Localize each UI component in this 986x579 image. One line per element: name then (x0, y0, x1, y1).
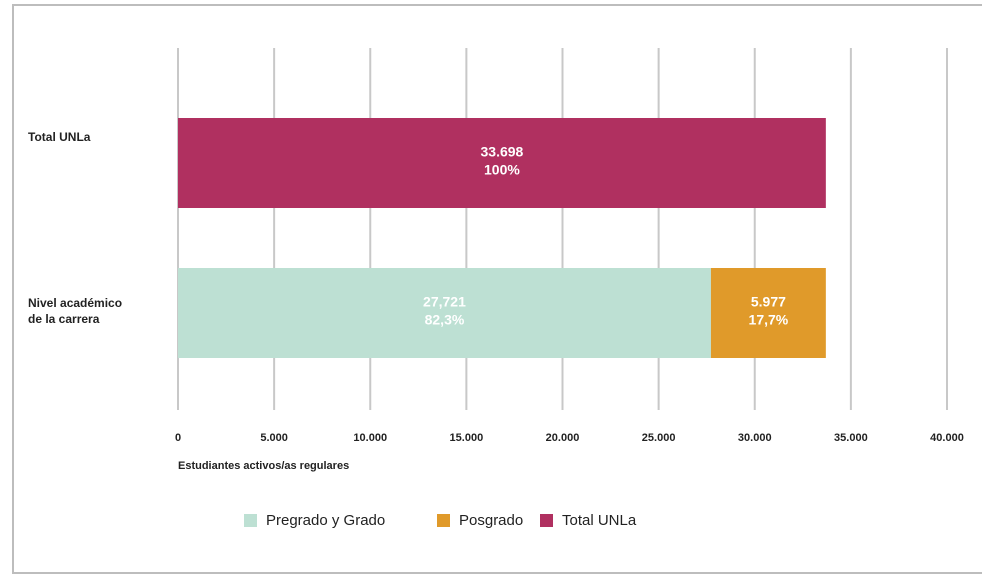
legend-label: Posgrado (459, 512, 523, 529)
x-tick-label: 35.000 (834, 432, 868, 444)
legend-swatch (437, 514, 450, 527)
legend-label: Total UNLa (562, 512, 637, 529)
x-tick-label: 40.000 (930, 432, 964, 444)
bar-segment (710, 268, 826, 358)
legend-swatch (540, 514, 553, 527)
x-tick-label: 20.000 (546, 432, 580, 444)
bar-segment (178, 268, 711, 358)
x-axis-label: Estudiantes activos/as regulares (178, 460, 349, 472)
bar-segment (178, 118, 826, 208)
legend-label: Pregrado y Grado (266, 512, 385, 529)
x-tick-label: 25.000 (642, 432, 676, 444)
category-label: Nivel académico de la carrera (28, 296, 123, 326)
legend-swatch (244, 514, 257, 527)
value-label: 5.977 (751, 294, 786, 310)
percent-label: 17,7% (749, 312, 789, 328)
x-tick-label: 0 (175, 432, 181, 444)
frame (12, 4, 982, 574)
percent-label: 100% (484, 162, 520, 178)
value-label: 33.698 (481, 144, 524, 160)
x-tick-label: 30.000 (738, 432, 772, 444)
percent-label: 82,3% (425, 312, 465, 328)
x-tick-label: 5.000 (260, 432, 288, 444)
value-label: 27,721 (423, 294, 466, 310)
x-tick-label: 10.000 (353, 432, 387, 444)
x-tick-label: 15.000 (450, 432, 484, 444)
category-label: Total UNLa (28, 130, 91, 144)
